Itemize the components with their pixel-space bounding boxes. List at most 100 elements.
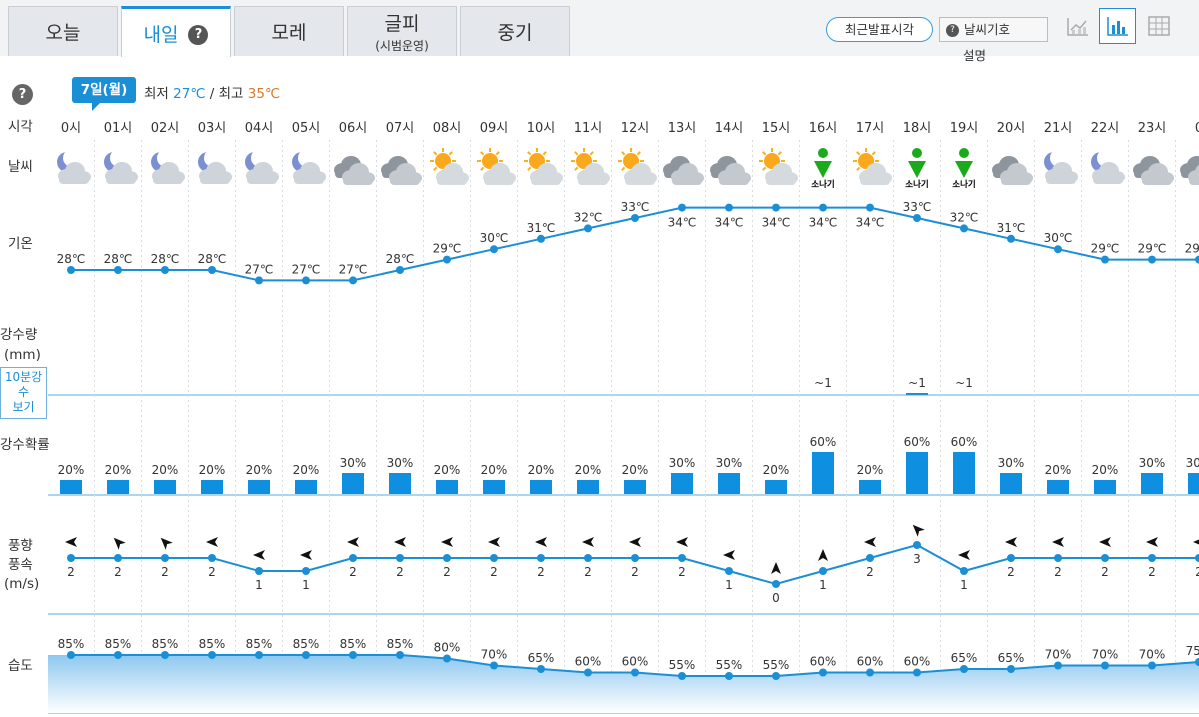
wind-arrow-icon [347,537,359,547]
sun-ray [527,166,532,171]
temperature-point [208,266,216,274]
temperature-point [1054,245,1062,254]
bar-graph-view-button[interactable] [1099,8,1136,44]
line-chart-icon [1066,18,1088,36]
shower-body [908,161,926,178]
humidity-label: 70% [1092,648,1119,662]
cloud-part [578,177,608,185]
wind-speed-label: 2 [537,565,545,579]
partly-sunny-icon [524,148,563,185]
tab-3days[interactable]: 글피 (시범운영) [347,6,457,56]
row-label-humidity: 습도 [8,658,33,674]
temperature-label: 27℃ [245,262,274,276]
probability-bar [154,480,176,494]
wind-point [161,554,169,562]
wind-point [349,554,357,562]
wind-speed-label: 2 [584,565,592,579]
wind-point [725,567,733,575]
humidity-label: 85% [246,637,273,651]
temperature-point [631,214,639,222]
night-partly-cloudy-icon [1044,149,1078,184]
row-label-wind-dir: 풍향 [8,538,33,554]
min-label: 최저 [144,86,169,102]
sun-ray [480,151,485,156]
probability-bar [906,452,928,494]
wind-arrow-icon [1146,537,1158,547]
wind-speed-label: 3 [913,552,921,566]
wind-arrow-icon [818,549,828,561]
wind-arrow-icon [629,537,641,547]
wind-point [631,554,639,562]
wind-speed-label: 1 [255,578,263,592]
wind-point [302,567,310,575]
wind-arrow-icon [676,537,688,547]
cloud-part [106,176,136,184]
wind-speed-label: 2 [161,565,169,579]
wind-speed-label: 2 [1054,565,1062,579]
tenmin-precip-button[interactable]: 10분강 수 보기 [0,367,47,419]
date-badge: 7일(월) [72,77,136,111]
max-value: 35℃ [247,86,281,102]
cloud-part [294,176,324,184]
shower-body [955,161,973,178]
humidity-label: 60% [622,655,649,669]
help-icon[interactable]: ? [188,25,209,45]
wind-speed-label: 1 [819,578,827,592]
probability-bar [1188,473,1199,494]
wind-arrow-icon [488,537,500,547]
wind-point [396,554,404,562]
hour-label: 23시 [1138,121,1167,136]
wind-speed-label: 1 [302,578,310,592]
probability-bar [859,480,881,494]
weather-symbol-button[interactable]: ? 날씨기호 [939,17,1048,42]
temperature-label: 28℃ [198,252,227,266]
symbol-description: 설명 [963,48,987,63]
wind-arrow-icon [1052,537,1064,547]
tenmin-label: 수 [17,385,30,399]
tab-label: 모레 [271,22,307,44]
hour-label: 22시 [1091,121,1120,136]
temperature-label: 27℃ [339,262,368,276]
table-view-button[interactable] [1140,8,1177,44]
tab-today[interactable]: 오늘 [8,6,118,56]
wind-speed-label: 2 [114,565,122,579]
humidity-point [584,668,592,677]
probability-bar [1094,480,1116,494]
shower-label: 소나기 [905,179,928,190]
temperature-point [913,214,921,222]
humidity-point [255,651,263,659]
night-partly-cloudy-icon [151,149,185,184]
humidity-label: 65% [998,651,1025,665]
help-icon[interactable]: ? [12,84,33,105]
probability-bar [248,480,270,494]
hour-label: 07시 [386,121,415,136]
hour-label: 21시 [1044,121,1073,136]
shower-icon: 소나기 [952,148,976,190]
table-icon [1147,16,1170,36]
symbol-label: 날씨기호 [964,22,1011,37]
line-graph-view-button[interactable] [1059,8,1096,44]
humidity-point [302,651,310,659]
tenmin-label: 보기 [12,400,35,414]
humidity-label: 60% [904,655,931,669]
temperature-point [537,234,545,243]
humidity-label: 65% [951,651,978,665]
humidity-point [443,654,451,663]
probability-label: 20% [481,463,508,477]
cloudy-icon [1133,156,1174,185]
wind-speed-label: 2 [67,565,75,579]
sun-ray [574,151,579,156]
row-label-weather: 날씨 [8,159,33,175]
wind-speed-label: 2 [1195,565,1199,579]
wind-arrow-icon [958,550,970,560]
tab-tomorrow[interactable]: 내일? [121,6,231,57]
recent-announce-button[interactable]: 최근발표시각 [826,17,933,42]
temperature-point [960,224,968,233]
temperature-point [819,203,827,212]
wind-arrow-icon [65,537,77,547]
humidity-label: 70% [1139,648,1166,662]
temperature-point [67,266,75,274]
tab-day-after[interactable]: 모레 [234,6,344,56]
tab-midterm[interactable]: 중기 [460,6,570,56]
sun-ray [574,166,579,171]
